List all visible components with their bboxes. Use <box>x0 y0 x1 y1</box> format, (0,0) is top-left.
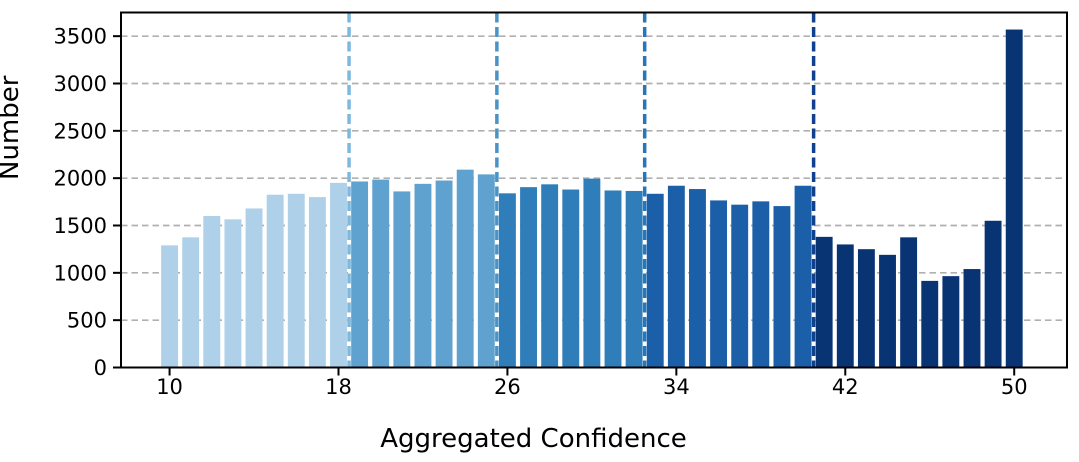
bar <box>984 220 1002 368</box>
bar <box>161 245 179 368</box>
bar <box>245 208 263 368</box>
bar <box>266 194 284 368</box>
bar <box>330 182 347 368</box>
x-tick-label: 34 <box>663 375 690 399</box>
bar <box>963 269 981 368</box>
bar <box>414 183 432 368</box>
bar <box>224 219 242 368</box>
bar <box>752 201 770 368</box>
bar <box>287 193 305 368</box>
bar <box>625 190 643 368</box>
bar <box>646 193 664 368</box>
x-tick-label: 26 <box>494 375 521 399</box>
bar <box>879 254 896 368</box>
bar <box>773 206 791 368</box>
x-tick-label: 18 <box>325 375 352 399</box>
bar <box>435 180 453 368</box>
bar <box>477 174 495 368</box>
bar <box>667 185 685 368</box>
y-tick-label: 1000 <box>54 261 107 285</box>
y-tick-label: 0 <box>94 356 107 380</box>
bar <box>1005 29 1023 368</box>
bar <box>900 237 918 368</box>
y-tick-label: 2500 <box>54 119 107 143</box>
x-tick-label: 50 <box>1001 375 1028 399</box>
bar <box>583 178 601 368</box>
bar <box>182 237 200 368</box>
bar <box>498 193 516 368</box>
bar <box>604 190 622 368</box>
bar <box>710 200 728 368</box>
bar <box>308 197 326 368</box>
y-axis-label: Number <box>0 75 25 180</box>
y-tick-label: 2000 <box>54 167 107 191</box>
bar <box>372 179 390 368</box>
bar <box>541 184 559 368</box>
y-tick-label: 3500 <box>54 25 107 49</box>
y-tick-label: 500 <box>67 309 107 333</box>
y-tick-label: 1500 <box>54 214 107 238</box>
bar <box>815 236 833 368</box>
x-axis-label: Aggregated Confidence <box>380 424 687 454</box>
bar <box>393 191 411 368</box>
bar <box>520 187 537 368</box>
bar <box>456 169 474 368</box>
bar <box>857 249 875 368</box>
axes-frame <box>120 11 1068 369</box>
bar <box>203 216 221 368</box>
bar <box>689 189 706 368</box>
bar <box>351 181 369 368</box>
x-tick-label: 10 <box>156 375 183 399</box>
bar <box>562 189 580 368</box>
bar <box>942 276 960 368</box>
bar <box>794 185 812 368</box>
x-tick-label: 42 <box>832 375 859 399</box>
bar <box>921 280 939 368</box>
bar <box>836 244 854 368</box>
y-tick-label: 3000 <box>54 72 107 96</box>
bar <box>731 204 749 368</box>
